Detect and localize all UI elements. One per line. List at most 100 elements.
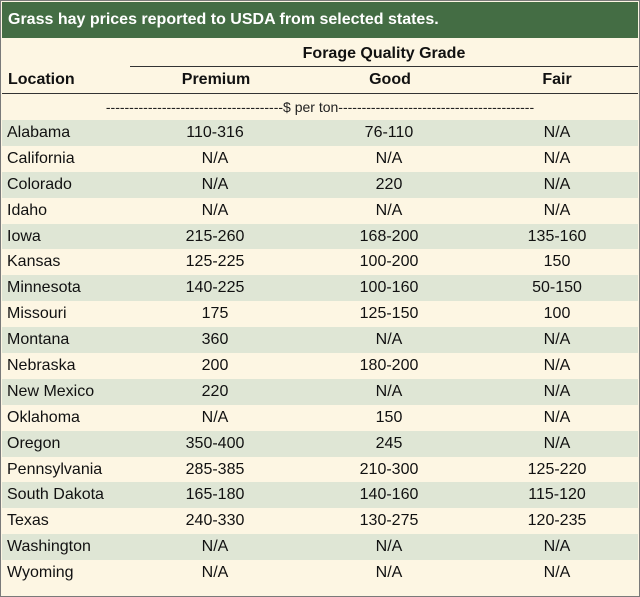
good-column-header: Good — [369, 71, 411, 88]
table-row: South Dakota 165-180 140-160 115-120 — [2, 482, 638, 509]
header-rule — [2, 93, 638, 94]
location-cell: Kansas — [2, 249, 128, 276]
location-cell: Idaho — [2, 197, 128, 224]
fair-cell: N/A — [476, 430, 638, 457]
good-cell: 140-160 — [302, 482, 476, 509]
premium-cell: N/A — [128, 404, 302, 431]
table-row: Texas 240-330 130-275 120-235 — [2, 508, 638, 535]
premium-cell: N/A — [128, 171, 302, 198]
premium-cell: 140-225 — [128, 275, 302, 302]
table-row: Oregon 350-400 245 N/A — [2, 430, 638, 457]
price-table-body: Alabama 110-316 76-110 N/A California N/A N/A N… — [2, 120, 638, 587]
fair-cell: N/A — [476, 534, 638, 561]
fair-cell: N/A — [476, 560, 638, 587]
premium-cell: 240-330 — [128, 508, 302, 535]
premium-cell: N/A — [128, 534, 302, 561]
location-cell: Alabama — [2, 120, 128, 146]
table-row: Colorado N/A 220 N/A — [2, 171, 638, 198]
location-cell: Pennsylvania — [2, 456, 128, 483]
premium-cell: N/A — [128, 197, 302, 224]
price-table: Alabama 110-316 76-110 N/A California N/A N/A N… — [2, 120, 638, 587]
table-row: Iowa 215-260 168-200 135-160 — [2, 223, 638, 250]
premium-cell: 125-225 — [128, 249, 302, 276]
fair-cell: N/A — [476, 120, 638, 146]
good-cell: N/A — [302, 378, 476, 405]
fair-cell: 150 — [476, 249, 638, 276]
location-cell: New Mexico — [2, 378, 128, 405]
table-row: Missouri 175 125-150 100 — [2, 301, 638, 328]
good-cell: 245 — [302, 430, 476, 457]
fair-cell: N/A — [476, 197, 638, 224]
premium-cell: 110-316 — [128, 120, 302, 146]
fair-cell: N/A — [476, 171, 638, 198]
fair-cell: N/A — [476, 404, 638, 431]
table-row: Wyoming N/A N/A N/A — [2, 560, 638, 587]
fair-cell: N/A — [476, 327, 638, 354]
table-row: California N/A N/A N/A — [2, 145, 638, 172]
good-cell: 168-200 — [302, 223, 476, 250]
premium-cell: 200 — [128, 353, 302, 379]
location-cell: Oregon — [2, 430, 128, 457]
premium-cell: 350-400 — [128, 430, 302, 457]
table-row: Idaho N/A N/A N/A — [2, 197, 638, 224]
premium-cell: 175 — [128, 301, 302, 328]
premium-column-header: Premium — [181, 71, 251, 88]
table-row: Alabama 110-316 76-110 N/A — [2, 120, 638, 146]
table-title: Grass hay prices reported to USDA from s… — [2, 2, 638, 38]
location-cell: Wyoming — [2, 560, 128, 587]
fair-cell: N/A — [476, 145, 638, 172]
grade-group-header: Forage Quality Grade — [302, 45, 466, 62]
table-header: Forage Quality Grade Location Premium Go… — [2, 38, 638, 94]
location-cell: Minnesota — [2, 275, 128, 302]
fair-cell: N/A — [476, 378, 638, 405]
location-cell: California — [2, 145, 128, 172]
premium-cell: 360 — [128, 327, 302, 354]
table-row: Oklahoma N/A 150 N/A — [2, 404, 638, 431]
fair-cell: 115-120 — [476, 482, 638, 509]
good-cell: 100-200 — [302, 249, 476, 276]
fair-cell: 120-235 — [476, 508, 638, 535]
fair-cell: 135-160 — [476, 223, 638, 250]
good-cell: N/A — [302, 560, 476, 587]
good-cell: 180-200 — [302, 353, 476, 379]
premium-cell: 215-260 — [128, 223, 302, 250]
good-cell: N/A — [302, 327, 476, 354]
good-cell: 220 — [302, 171, 476, 198]
good-cell: N/A — [302, 145, 476, 172]
unit-row: --------------------------------------$ … — [2, 95, 638, 120]
table-row: Kansas 125-225 100-200 150 — [2, 249, 638, 276]
premium-cell: N/A — [128, 145, 302, 172]
location-cell: Iowa — [2, 223, 128, 250]
premium-cell: 220 — [128, 378, 302, 405]
location-cell: Nebraska — [2, 353, 128, 379]
location-cell: Texas — [2, 508, 128, 535]
location-cell: South Dakota — [2, 482, 128, 509]
good-cell: 210-300 — [302, 456, 476, 483]
location-cell: Colorado — [2, 171, 128, 198]
fair-cell: N/A — [476, 353, 638, 379]
good-cell: 76-110 — [302, 120, 476, 146]
table-row: Montana 360 N/A N/A — [2, 327, 638, 354]
table-row: New Mexico 220 N/A N/A — [2, 378, 638, 405]
fair-cell: 50-150 — [476, 275, 638, 302]
location-cell: Missouri — [2, 301, 128, 328]
premium-cell: 165-180 — [128, 482, 302, 509]
good-cell: N/A — [302, 534, 476, 561]
good-cell: 150 — [302, 404, 476, 431]
fair-cell: 100 — [476, 301, 638, 328]
good-cell: 130-275 — [302, 508, 476, 535]
premium-cell: 285-385 — [128, 456, 302, 483]
unit-label: --------------------------------------$ … — [105, 99, 535, 115]
good-cell: 125-150 — [302, 301, 476, 328]
grade-group-rule — [130, 66, 638, 67]
premium-cell: N/A — [128, 560, 302, 587]
location-cell: Washington — [2, 534, 128, 561]
fair-column-header: Fair — [542, 71, 572, 88]
fair-cell: 125-220 — [476, 456, 638, 483]
good-cell: 100-160 — [302, 275, 476, 302]
location-column-header: Location — [8, 71, 75, 88]
location-cell: Montana — [2, 327, 128, 354]
location-cell: Oklahoma — [2, 404, 128, 431]
table-row: Minnesota 140-225 100-160 50-150 — [2, 275, 638, 302]
